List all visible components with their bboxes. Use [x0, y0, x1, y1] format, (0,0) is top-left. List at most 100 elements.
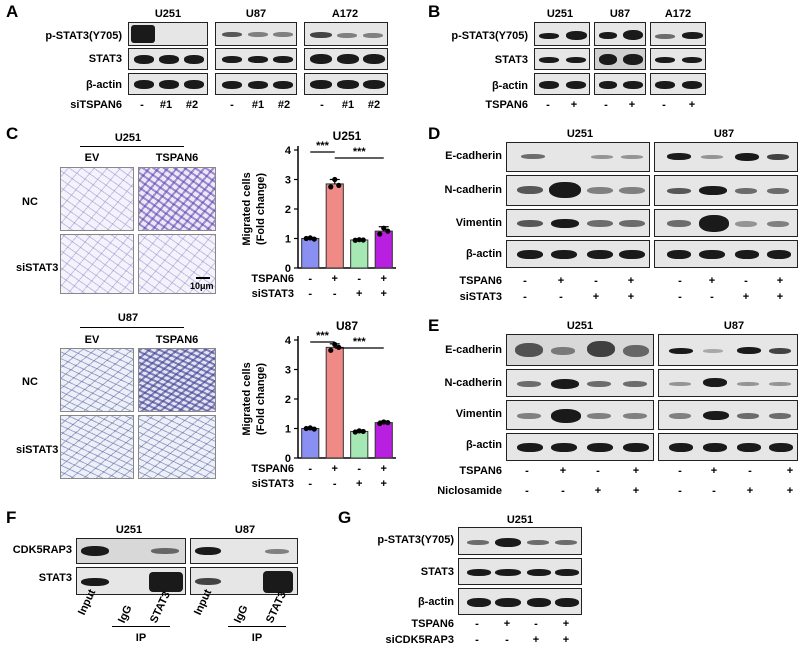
g-blot-stat3	[458, 558, 582, 585]
f-lane-stat3: STAT3	[264, 589, 289, 626]
condition-mark: +	[746, 485, 754, 497]
b-blot-u87-pstat3	[594, 22, 646, 46]
band	[555, 540, 577, 545]
condition-mark: -	[678, 291, 682, 303]
data-point	[352, 429, 358, 435]
e-cellline-u251: U251	[566, 320, 594, 332]
band	[551, 379, 579, 389]
band	[701, 155, 723, 159]
data-point	[332, 176, 338, 183]
f-ip-label-u87: IP	[251, 632, 263, 644]
band	[767, 221, 789, 227]
band	[767, 188, 789, 194]
band	[623, 345, 649, 357]
band	[737, 413, 759, 419]
d-row-ecad: E-cadherin	[445, 150, 502, 162]
d-cond-sistat3: siSTAT3	[459, 291, 502, 303]
condition-label: siSTAT3	[252, 288, 294, 300]
band	[623, 413, 647, 419]
f-lane-igg: IgG	[116, 603, 135, 626]
condition-label: TSPAN6	[251, 463, 294, 475]
data-point	[303, 235, 309, 242]
condition-mark: +	[356, 478, 362, 490]
f-cellline-u251: U251	[115, 524, 143, 536]
band	[363, 54, 385, 64]
f-lane-stat3: STAT3	[148, 589, 173, 626]
band	[767, 154, 789, 160]
data-point	[385, 420, 391, 426]
band	[363, 33, 383, 38]
condition-mark: -	[523, 275, 527, 287]
band	[619, 187, 645, 194]
band	[517, 220, 543, 227]
d-blot-u87-actin	[654, 240, 798, 268]
condition-mark: -	[559, 291, 563, 303]
d-blot-u251-ncad	[506, 175, 650, 206]
f-row-cdk5rap3: CDK5RAP3	[12, 544, 72, 556]
chart-title: U87	[336, 319, 358, 333]
b-blot-u251-actin	[534, 73, 590, 95]
f-blot-u251-stat3	[76, 567, 186, 595]
b-cellline-u87: U87	[609, 8, 631, 20]
band	[159, 55, 179, 64]
band	[551, 219, 579, 228]
significance-label: ***	[316, 330, 330, 342]
band	[222, 81, 242, 89]
b-condition-label: TSPAN6	[485, 99, 528, 111]
b-blot-u87-actin	[594, 73, 646, 95]
a-blot-u251-stat3	[128, 48, 208, 70]
y-axis-label-unit: (Fold change)	[255, 173, 267, 245]
data-point	[377, 231, 383, 237]
condition-mark: +	[381, 478, 387, 490]
band	[735, 250, 759, 259]
data-point	[360, 237, 366, 243]
band	[263, 571, 293, 593]
condition-mark: -	[475, 634, 479, 646]
band	[587, 413, 611, 419]
condition-mark: +	[776, 275, 784, 287]
b-row-pstat3: p-STAT3(Y705)	[451, 30, 528, 42]
band	[248, 32, 268, 37]
y-tick-label: 0	[285, 453, 291, 465]
condition-mark: +	[627, 291, 635, 303]
band	[737, 443, 761, 452]
condition-mark: +	[356, 288, 362, 300]
data-point	[311, 426, 317, 432]
b-mark: +	[628, 99, 636, 111]
b-mark: -	[604, 99, 608, 111]
a-mark: -	[140, 99, 144, 111]
panel-label-e: E	[428, 316, 440, 335]
condition-mark: -	[594, 275, 598, 287]
e-blot-u251-actin	[506, 433, 654, 461]
condition-mark: +	[562, 618, 570, 630]
micrograph-u87-tspan6-sistat3	[138, 415, 216, 479]
band	[81, 546, 109, 556]
condition-mark: +	[557, 275, 565, 287]
e-blot-u87-ncad	[658, 369, 798, 397]
condition-mark: -	[308, 288, 312, 300]
data-point	[360, 428, 366, 435]
condition-label: siSTAT3	[252, 478, 294, 490]
f-blot-u251-cdk5rap3	[76, 538, 186, 564]
condition-mark: -	[333, 478, 337, 490]
band	[669, 348, 693, 354]
c-top-cellline: U251	[114, 132, 142, 144]
band	[248, 81, 268, 89]
g-cond-sicdk5rap3: siCDK5RAP3	[385, 634, 454, 646]
micrograph-u251-ev-sistat3	[60, 234, 134, 294]
band	[682, 57, 702, 63]
e-row-actin: β-actin	[465, 439, 502, 451]
b-mark: +	[570, 99, 578, 111]
bar	[325, 183, 344, 269]
b-blot-u251-stat3	[534, 48, 590, 70]
y-tick-label: 2	[285, 394, 291, 406]
g-blot-actin	[458, 588, 582, 615]
a-blot-u251-actin	[128, 73, 208, 95]
significance-label: ***	[353, 146, 367, 158]
condition-mark: -	[561, 485, 565, 497]
condition-mark: +	[632, 485, 640, 497]
condition-mark: -	[333, 288, 337, 300]
b-blot-u87-stat3	[594, 48, 646, 70]
condition-mark: -	[748, 465, 752, 477]
condition-mark: +	[503, 618, 511, 630]
